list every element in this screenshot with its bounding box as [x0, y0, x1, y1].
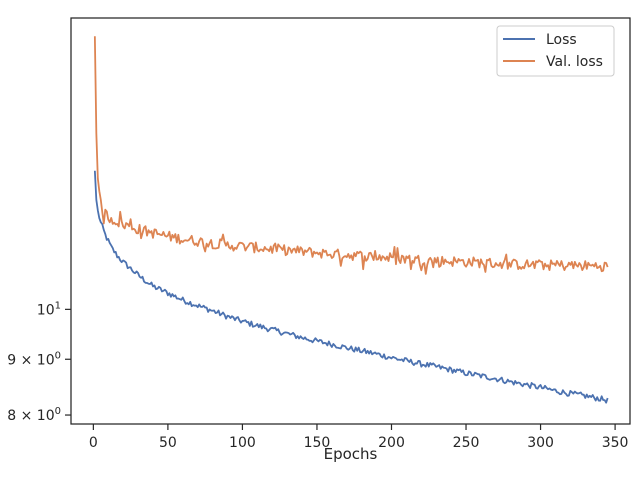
x-tick-label: 150	[304, 435, 331, 451]
legend-label-val-loss: Val. loss	[546, 54, 603, 70]
x-axis-label: Epochs	[324, 445, 378, 463]
x-tick-label: 50	[159, 435, 177, 451]
x-tick-label: 350	[602, 435, 629, 451]
x-tick-label: 100	[229, 435, 256, 451]
y-tick-label: 8 × 100	[7, 406, 61, 424]
y-axis-ticks: 8 × 100 9 × 100 101	[7, 300, 71, 424]
x-tick-label: 300	[527, 435, 554, 451]
plot-frame	[70, 17, 631, 425]
x-axis-ticks: 0 50 100 150 200 250 300 350	[89, 424, 629, 451]
x-tick-label: 250	[453, 435, 480, 451]
series-line-loss	[93, 170, 609, 404]
legend: Loss Val. loss	[496, 25, 615, 77]
legend-label-loss: Loss	[546, 32, 577, 48]
series-layer	[93, 36, 609, 404]
series-line-val-loss	[93, 36, 609, 275]
y-tick-label: 101	[37, 300, 61, 318]
x-tick-label: 0	[89, 435, 98, 451]
x-tick-label: 200	[378, 435, 405, 451]
y-tick-label: 9 × 100	[7, 350, 61, 368]
